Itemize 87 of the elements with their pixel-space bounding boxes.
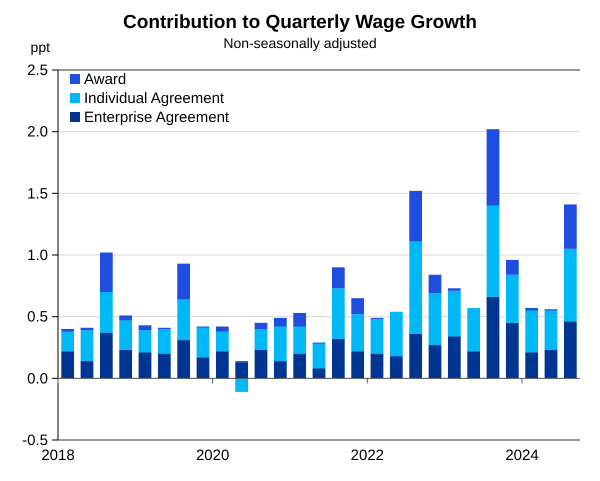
bar [254, 329, 268, 350]
bar [293, 354, 306, 378]
bar [448, 288, 461, 291]
bar [100, 292, 113, 333]
bar [351, 314, 364, 352]
bar [409, 241, 422, 334]
bar [564, 248, 577, 322]
x-tick-label: 2024 [505, 447, 539, 464]
bar [235, 362, 248, 378]
chart-title: Contribution to Quarterly Wage Growth [123, 12, 477, 33]
bar [119, 350, 132, 378]
bar [448, 336, 461, 378]
bar [448, 290, 461, 336]
bar [486, 206, 500, 297]
bar [254, 350, 268, 378]
bar [506, 322, 519, 378]
bar [486, 296, 500, 378]
bar [428, 345, 442, 378]
bar [351, 351, 364, 378]
bar [525, 310, 538, 352]
bar [428, 274, 442, 294]
y-tick-label: 0.5 [27, 308, 48, 326]
bar [158, 329, 171, 354]
legend-label: Individual Agreement [84, 90, 225, 107]
bar [506, 260, 519, 275]
bar [428, 293, 442, 346]
bar [544, 310, 558, 350]
bar [100, 332, 113, 378]
bar [332, 288, 345, 339]
bar [467, 351, 480, 378]
bar [61, 331, 74, 352]
y-tick-label: 2.0 [27, 124, 48, 141]
y-tick-label: 1.5 [27, 185, 48, 202]
bar [564, 322, 577, 378]
x-tick-label: 2018 [41, 447, 75, 464]
bar [293, 312, 306, 327]
bar [525, 352, 538, 378]
y-tick-label: 2.5 [27, 62, 48, 79]
bar [409, 190, 422, 242]
bar [235, 378, 248, 392]
y-axis-title: ppt [30, 39, 50, 55]
bar [100, 252, 113, 292]
bar [119, 315, 132, 320]
bar [177, 264, 190, 300]
bar [80, 330, 94, 362]
bar [564, 204, 577, 249]
bar [138, 330, 152, 352]
y-tick-label: 0.0 [27, 370, 48, 388]
bar [138, 352, 152, 378]
bar [196, 357, 210, 378]
bar [216, 331, 229, 352]
bar [544, 350, 558, 378]
bar [274, 361, 287, 378]
bar [390, 312, 403, 356]
bar [216, 326, 229, 332]
x-tick-label: 2022 [350, 447, 384, 464]
legend-label: Award [84, 71, 126, 88]
x-tick-label: 2020 [196, 447, 230, 464]
bar [61, 351, 74, 378]
bar [158, 354, 171, 378]
bar [274, 318, 287, 327]
y-tick-label: 1.0 [27, 247, 48, 264]
bar [216, 351, 229, 378]
bar [274, 326, 287, 362]
bar [119, 320, 132, 350]
bar [177, 299, 190, 340]
bar [390, 356, 403, 378]
bar [196, 328, 210, 358]
legend-label: Enterprise Agreement [84, 109, 230, 126]
bar [370, 319, 384, 354]
bar [351, 298, 364, 314]
bar [80, 361, 94, 378]
bar [486, 129, 500, 206]
bar [370, 354, 384, 378]
bar [138, 325, 152, 330]
bar [332, 267, 345, 288]
bar [409, 334, 422, 378]
bar [312, 368, 326, 378]
bar [467, 308, 480, 352]
bar [177, 340, 190, 378]
bar [312, 344, 326, 368]
bar [254, 322, 268, 329]
y-tick-label: -0.5 [22, 432, 48, 449]
bar [293, 326, 306, 354]
bar [332, 338, 345, 378]
chart-subtitle: Non-seasonally adjusted [223, 35, 377, 51]
bar [506, 274, 519, 323]
